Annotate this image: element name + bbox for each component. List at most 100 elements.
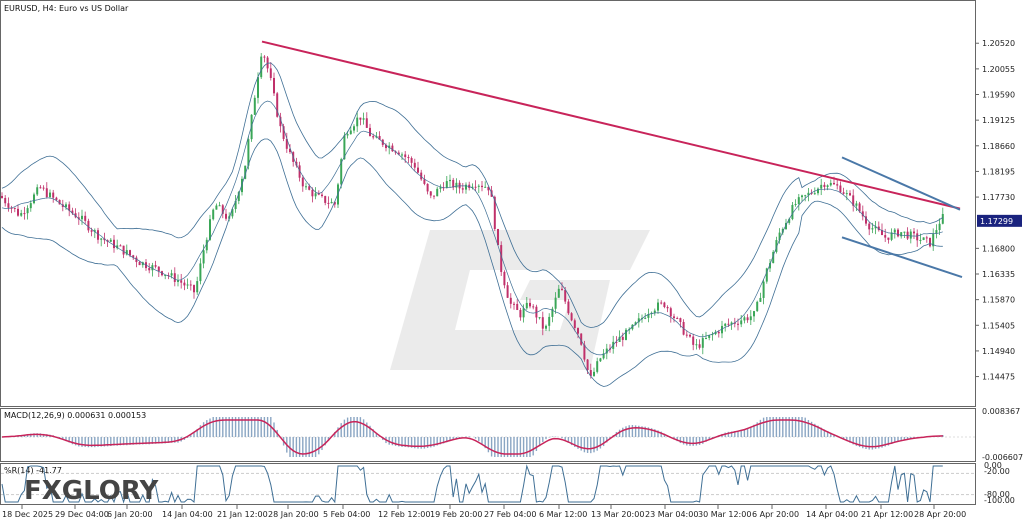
candle	[449, 174, 451, 188]
candle	[465, 182, 467, 194]
brand-text: FXGLORY	[24, 476, 159, 506]
candle	[282, 123, 285, 142]
candle	[925, 235, 928, 243]
time-tick-label: 14 Apr 04:00	[806, 510, 858, 519]
candle	[1, 192, 3, 199]
candle	[436, 186, 439, 197]
candle	[74, 208, 77, 219]
candle	[605, 343, 608, 360]
wpr-tick-label: -100.00	[984, 496, 1015, 505]
lower-band	[1, 138, 943, 387]
candle	[148, 263, 151, 274]
candle	[500, 241, 503, 276]
candle	[618, 330, 621, 343]
candle	[938, 218, 941, 235]
candle	[244, 165, 247, 180]
candle	[653, 308, 656, 316]
time-tick-label: 28 Jan 20:00	[268, 510, 319, 519]
candle	[452, 177, 455, 191]
candle	[295, 157, 298, 168]
candle	[388, 142, 391, 155]
candle	[941, 207, 944, 225]
candle	[497, 228, 499, 246]
candle	[36, 184, 39, 196]
candle	[861, 205, 864, 221]
price-tick-label: 1.14475	[982, 373, 1015, 382]
candle	[541, 311, 544, 336]
candle	[842, 187, 845, 195]
time-tick-label: 21 Jan 12:00	[217, 510, 268, 519]
candle	[769, 258, 771, 272]
candle	[890, 228, 893, 242]
candle	[305, 182, 307, 190]
candle	[852, 189, 855, 212]
candle	[887, 237, 890, 244]
candle	[689, 333, 691, 338]
candle	[84, 211, 87, 225]
candle	[356, 111, 359, 133]
candle	[193, 284, 195, 299]
price-tick-label: 1.17730	[982, 193, 1015, 202]
candle	[807, 188, 810, 202]
candle	[721, 320, 723, 339]
candle	[740, 315, 743, 328]
candle	[877, 221, 880, 232]
candle	[314, 187, 317, 200]
candle	[730, 321, 733, 330]
time-tick-label: 30 Mar 12:00	[698, 510, 751, 519]
time-tick-label: 18 Dec 2025	[2, 510, 53, 519]
candle	[26, 205, 29, 220]
candle	[42, 185, 45, 191]
candle	[484, 181, 487, 188]
candle	[657, 298, 659, 315]
candle	[52, 189, 55, 203]
candle	[439, 184, 442, 193]
candle	[17, 204, 19, 217]
candle	[708, 334, 711, 341]
candle	[487, 186, 490, 196]
candle	[791, 202, 794, 221]
candle	[775, 236, 778, 254]
candle	[567, 299, 570, 315]
candle	[839, 181, 842, 194]
candle	[122, 245, 125, 259]
candle	[666, 305, 669, 313]
candle	[701, 333, 704, 355]
candle	[49, 189, 51, 199]
candle	[183, 279, 186, 291]
candle	[481, 181, 483, 192]
candle	[874, 220, 877, 235]
candle	[660, 300, 663, 305]
candle	[391, 143, 394, 152]
wpr-tick-label: -20.00	[984, 467, 1010, 476]
candle	[426, 183, 429, 195]
candle	[577, 327, 579, 339]
candle	[298, 161, 301, 182]
middle-band	[1, 100, 943, 356]
channel-upper-line	[841, 156, 961, 211]
candle	[186, 278, 189, 290]
candle	[401, 152, 403, 161]
candle	[189, 280, 192, 291]
chart-title: EURUSD, H4: Euro vs US Dollar	[4, 4, 129, 13]
candle	[343, 132, 346, 160]
candle	[522, 304, 525, 323]
candle	[692, 333, 695, 351]
candle	[513, 301, 515, 310]
candle	[538, 317, 541, 320]
candle	[548, 313, 551, 332]
candle	[599, 357, 602, 363]
macd-tick-label: 0.008367	[982, 407, 1020, 416]
candle	[516, 299, 519, 311]
candle	[420, 169, 423, 181]
candle	[650, 311, 653, 319]
candle	[7, 197, 10, 212]
time-tick-label: 6 Mar 12:00	[539, 510, 587, 519]
candle	[20, 209, 23, 217]
candle	[68, 201, 71, 217]
candle	[353, 124, 355, 134]
candle	[884, 228, 887, 242]
candle	[647, 308, 650, 323]
price-series	[1, 53, 944, 379]
price-tick-label: 1.20520	[982, 39, 1015, 48]
